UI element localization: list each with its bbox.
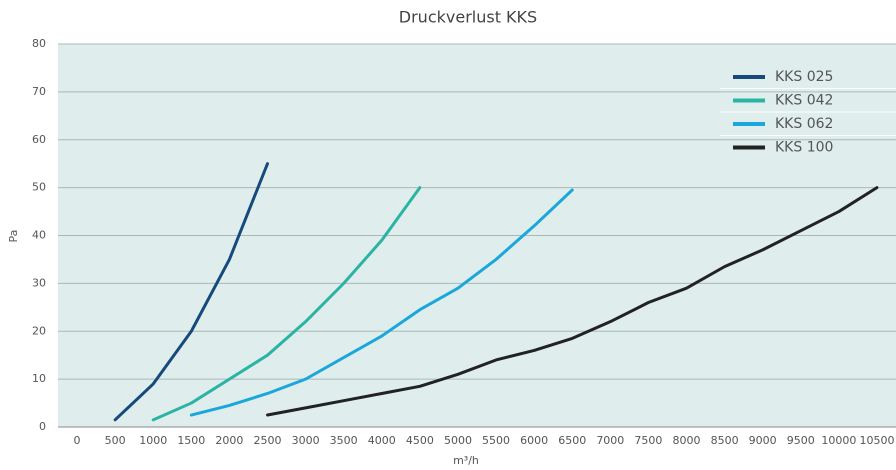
x-tick-label: 6000 xyxy=(520,434,548,447)
x-tick-label: 7500 xyxy=(634,434,662,447)
legend-label: KKS 100 xyxy=(775,140,833,156)
x-tick-label: 1500 xyxy=(177,434,205,447)
x-tick-label: 10500 xyxy=(859,434,894,447)
x-tick-label: 9500 xyxy=(787,434,815,447)
line-series xyxy=(266,186,879,417)
y-tick-label: 20 xyxy=(32,324,46,337)
x-tick-label: 5000 xyxy=(444,434,472,447)
x-tick-label: 500 xyxy=(105,434,126,447)
y-tick-label: 60 xyxy=(32,133,46,146)
x-tick-label: 2000 xyxy=(215,434,243,447)
y-tick-label: 10 xyxy=(32,372,46,385)
y-tick-label: 40 xyxy=(32,229,46,242)
x-axis-label: m³/h xyxy=(453,454,479,467)
y-tick-label: 50 xyxy=(32,181,46,194)
x-tick-label: 8000 xyxy=(673,434,701,447)
x-tick-label: 7000 xyxy=(596,434,624,447)
y-tick-label: 30 xyxy=(32,276,46,289)
y-axis-label: Pa xyxy=(7,230,20,243)
line-series xyxy=(151,186,422,422)
y-tick-label: 80 xyxy=(32,37,46,50)
line-series xyxy=(113,162,269,422)
x-tick-label: 8500 xyxy=(711,434,739,447)
x-tick-label: 9000 xyxy=(749,434,777,447)
x-tick-label: 4500 xyxy=(406,434,434,447)
x-tick-label: 5500 xyxy=(482,434,510,447)
legend-label: KKS 062 xyxy=(775,116,833,132)
x-tick-label: 1000 xyxy=(139,434,167,447)
x-tick-label: 10000 xyxy=(821,434,856,447)
legend-label: KKS 042 xyxy=(775,93,833,109)
x-tick-label: 2500 xyxy=(254,434,282,447)
line-series xyxy=(189,188,574,417)
legend-label: KKS 025 xyxy=(775,69,833,85)
x-tick-label: 3500 xyxy=(330,434,358,447)
chart-title: Druckverlust KKS xyxy=(399,8,537,27)
x-tick-label: 6500 xyxy=(558,434,586,447)
y-tick-label: 0 xyxy=(39,420,46,433)
y-tick-label: 70 xyxy=(32,85,46,98)
x-tick-label: 4000 xyxy=(368,434,396,447)
x-tick-label: 0 xyxy=(74,434,81,447)
x-tick-label: 3000 xyxy=(292,434,320,447)
